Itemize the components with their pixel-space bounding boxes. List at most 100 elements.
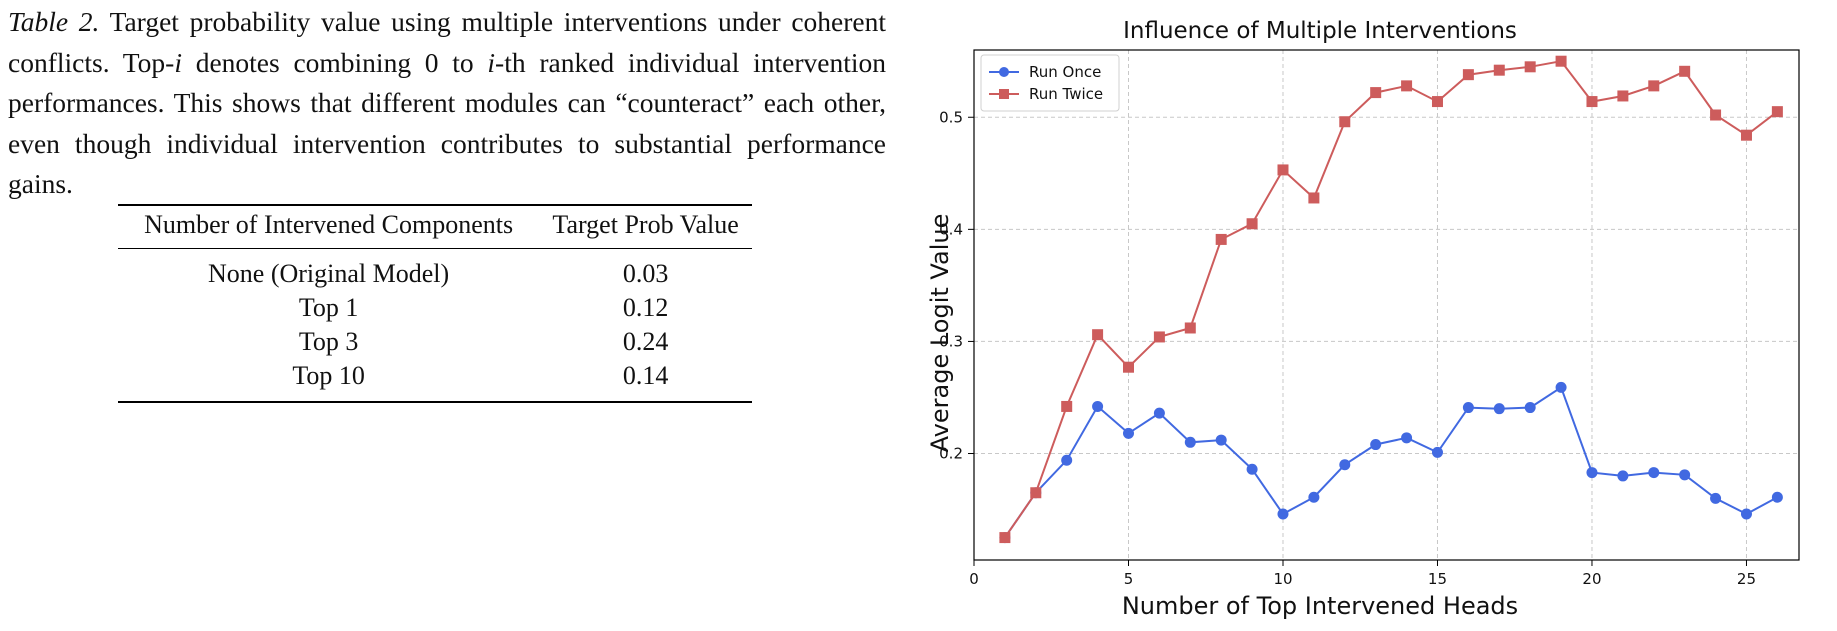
data-point-run-once — [1586, 467, 1598, 479]
data-point-run-once — [1710, 492, 1722, 504]
table-cell: 0.12 — [622, 293, 669, 322]
series-group — [999, 55, 1783, 544]
data-point-run-once — [1092, 400, 1104, 412]
line-chart: Influence of Multiple Interventions 0 5 10… — [926, 18, 1800, 620]
data-point-run-twice — [1246, 218, 1258, 230]
data-point-run-twice — [1648, 80, 1660, 92]
series-run-once — [999, 381, 1783, 544]
plot-frame — [973, 49, 1800, 561]
table-cell: 0.03 — [622, 259, 669, 288]
data-point-run-twice — [999, 532, 1011, 544]
legend-marker-run-twice — [999, 89, 1009, 99]
data-point-run-twice — [1431, 96, 1443, 108]
caption-var-2: i — [487, 46, 496, 78]
data-point-run-once — [1648, 467, 1660, 479]
column-header: Number of Intervened Components — [118, 204, 540, 249]
y-tick-label: 0.4 — [939, 220, 963, 238]
data-point-run-twice — [1370, 87, 1382, 99]
table-cell: Top 1 — [298, 293, 359, 322]
table-header-row: Number of Intervened Components Target P… — [118, 204, 752, 249]
data-point-run-once — [1215, 434, 1227, 446]
x-tick-label: 5 — [1124, 570, 1134, 588]
chart-title: Influence of Multiple Interventions — [1123, 18, 1517, 44]
table-row: Top 1 0.12 — [118, 291, 752, 325]
data-point-run-twice — [1401, 80, 1413, 92]
series-run-twice — [999, 55, 1783, 544]
data-point-run-twice — [1462, 69, 1474, 81]
data-point-run-once — [1308, 491, 1320, 503]
data-point-run-twice — [1771, 106, 1783, 118]
series-line-run-twice — [1004, 60, 1779, 539]
axes: 0 5 10 15 20 25 0.2 0.3 0.4 0.5 — [939, 49, 1800, 588]
data-point-run-twice — [1617, 90, 1629, 102]
data-point-run-once — [1524, 402, 1536, 414]
data-point-run-twice — [1339, 116, 1351, 128]
data-point-run-once — [1370, 439, 1382, 451]
x-axis-label: Number of Top Intervened Heads — [1122, 592, 1518, 620]
data-point-run-once — [1462, 402, 1474, 414]
y-tick-label: 0.5 — [939, 108, 963, 126]
data-point-run-twice — [1122, 361, 1134, 373]
x-tick-label: 10 — [1273, 570, 1292, 588]
x-tick-label: 20 — [1582, 570, 1601, 588]
table-cell: 0.24 — [622, 327, 669, 356]
data-point-run-twice — [1524, 61, 1536, 73]
data-point-run-twice — [1308, 192, 1320, 204]
table-cell: 0.14 — [539, 359, 752, 403]
table-cell: Top 10 — [118, 359, 540, 403]
data-point-run-once — [1555, 381, 1567, 393]
y-tick-label: 0.3 — [939, 332, 963, 350]
data-point-run-twice — [1277, 164, 1289, 176]
x-tick-label: 25 — [1737, 570, 1756, 588]
x-tick-label: 15 — [1428, 570, 1447, 588]
data-point-run-once — [1740, 508, 1752, 520]
grid-lines — [973, 50, 1799, 560]
data-point-run-twice — [1092, 329, 1104, 341]
data-point-run-twice — [1586, 96, 1598, 108]
data-point-run-twice — [1184, 322, 1196, 334]
data-point-run-once — [1122, 427, 1134, 439]
data-point-run-twice — [1679, 65, 1691, 77]
legend-box — [980, 54, 1120, 112]
data-point-run-twice — [1493, 64, 1505, 76]
x-tick-label: 0 — [969, 570, 979, 588]
data-point-run-once — [1401, 432, 1413, 444]
table-caption: Table 2. Target probability value using … — [8, 2, 886, 205]
caption-var-1: i — [174, 46, 182, 78]
data-point-run-once — [1493, 403, 1505, 415]
caption-label: Table 2. — [8, 6, 100, 37]
caption-text-3: -th ranked individual intervention perfo… — [8, 46, 887, 200]
legend-marker-run-once — [999, 67, 1009, 77]
data-point-run-once — [1061, 454, 1073, 466]
legend: Run Once Run Twice — [980, 54, 1120, 112]
data-point-run-twice — [1710, 109, 1722, 121]
table-cell: None (Original Model) — [208, 259, 450, 288]
data-point-run-once — [1339, 459, 1351, 471]
results-table: Number of Intervened Components Target P… — [118, 204, 752, 403]
data-point-run-twice — [1740, 129, 1752, 141]
data-point-run-once — [1184, 436, 1196, 448]
data-point-run-once — [1277, 508, 1289, 520]
caption-text-1: Target probability value using multiple … — [8, 6, 886, 78]
data-point-run-twice — [1555, 55, 1567, 67]
y-axis-label: Average Logit Value — [926, 214, 954, 453]
table-row: Top 3 0.24 — [118, 325, 752, 359]
data-point-run-twice — [1215, 233, 1227, 245]
data-point-run-once — [1617, 470, 1629, 482]
caption-text-2: denotes combining 0 to — [181, 46, 488, 78]
data-point-run-twice — [1061, 400, 1073, 412]
table-row: Top 10 0.14 — [118, 359, 752, 403]
data-point-run-once — [1679, 469, 1691, 481]
y-tick-label: 0.2 — [939, 445, 963, 463]
data-point-run-once — [1431, 446, 1443, 458]
legend-label-run-twice: Run Twice — [1029, 85, 1103, 103]
data-point-run-once — [1246, 463, 1258, 475]
column-header: Target Prob Value — [539, 204, 752, 249]
table-row: None (Original Model) 0.03 — [118, 249, 752, 292]
data-point-run-once — [1153, 407, 1165, 419]
data-point-run-once — [1771, 491, 1783, 503]
data-point-run-twice — [1030, 487, 1042, 499]
data-point-run-twice — [1153, 331, 1165, 343]
series-line-run-once — [1004, 385, 1778, 539]
table-cell: Top 3 — [298, 327, 359, 356]
